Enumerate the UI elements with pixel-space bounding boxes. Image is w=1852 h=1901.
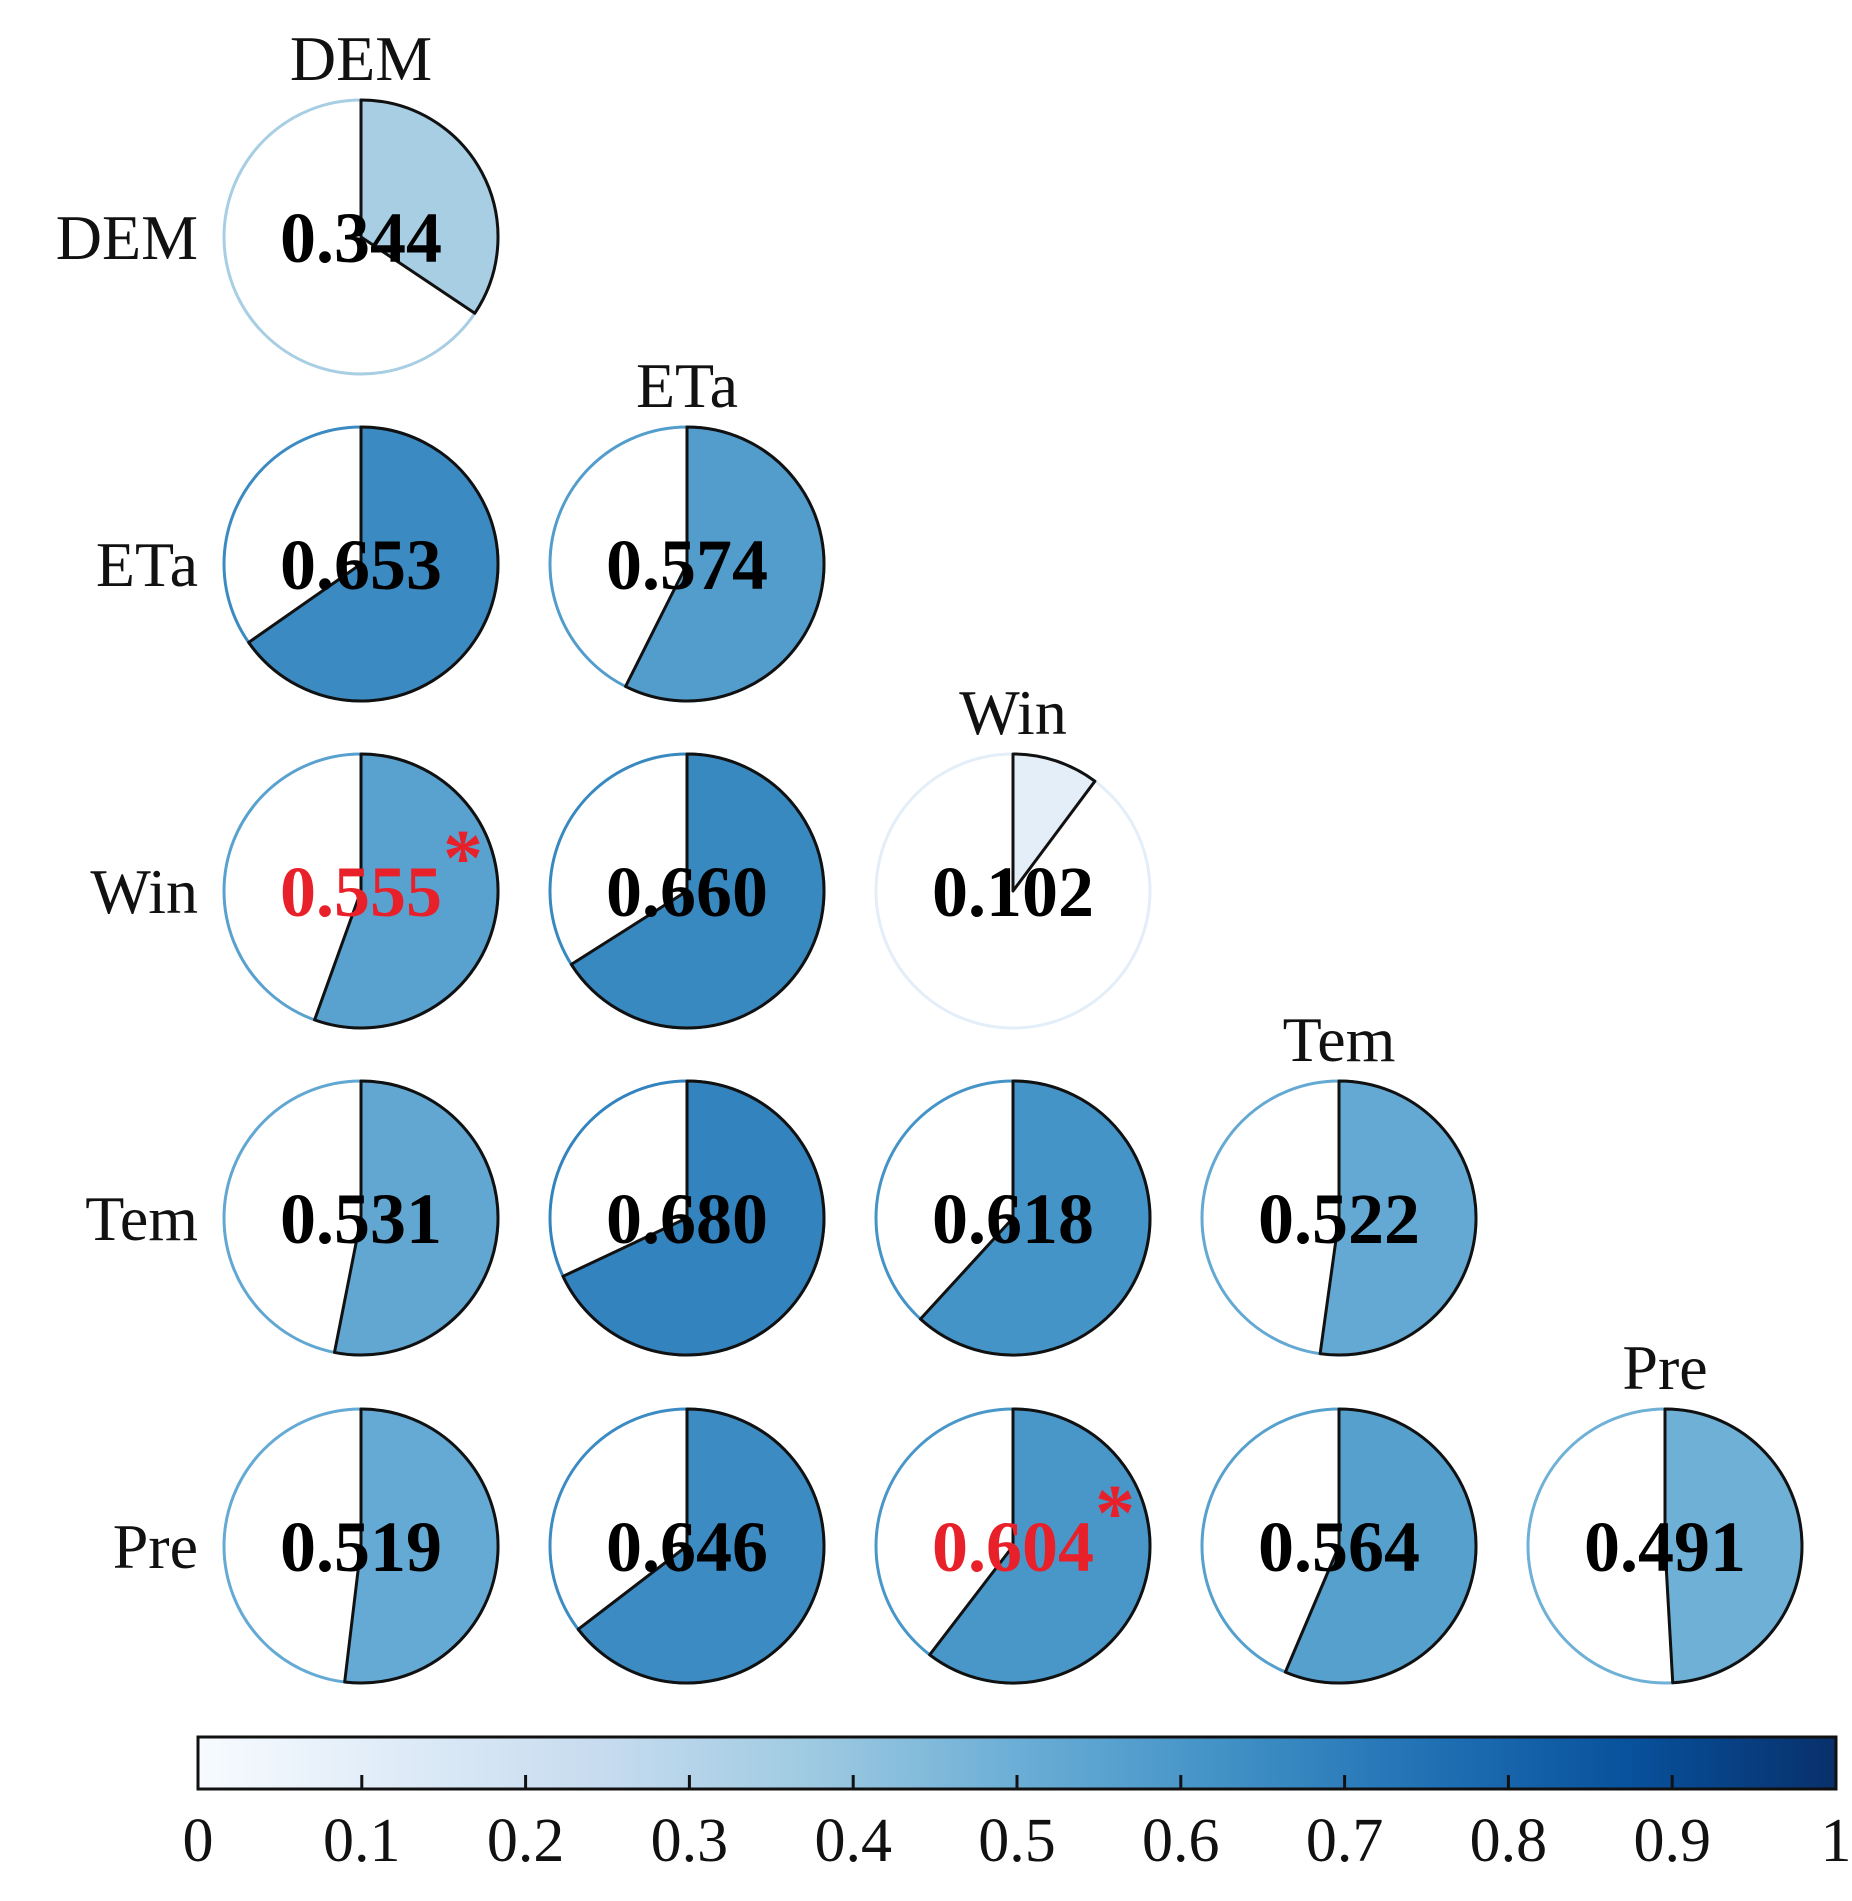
pie-tem-eta: 0.680	[548, 1079, 826, 1357]
colorbar-tick-label: 0	[183, 1807, 214, 1875]
pie-value-label: 0.555	[280, 852, 442, 932]
pie-win-dem: 0.555 *	[222, 752, 500, 1030]
pie-pre-pre: 0.491	[1526, 1407, 1804, 1685]
pie-wedge	[1318, 1079, 1478, 1357]
colorbar-tick-label: 0.9	[1633, 1807, 1711, 1875]
pie-wedge	[928, 1407, 1152, 1685]
pie-pre-tem: 0.564	[1200, 1407, 1478, 1685]
pie-tem-tem: 0.522	[1200, 1079, 1478, 1357]
pie-win-win: 0.102	[874, 752, 1152, 1030]
pie-value-label: 0.574	[606, 525, 768, 605]
pie-value-label: 0.618	[932, 1179, 1094, 1259]
pie-pre-dem: 0.519	[222, 1407, 500, 1685]
pie-wedge	[359, 98, 500, 315]
row-label-pre: Pre	[113, 1511, 198, 1582]
pie-wedge	[247, 425, 500, 703]
column-label-tem: Tem	[1283, 1004, 1396, 1075]
pie-wedge	[1663, 1407, 1804, 1685]
colorbar-tick-label: 0.7	[1306, 1807, 1384, 1875]
pie-wedge	[1011, 752, 1097, 893]
pie-value-label: 0.491	[1584, 1507, 1746, 1587]
pie-tem-dem: 0.531	[222, 1079, 500, 1357]
column-label-dem: DEM	[290, 23, 432, 94]
pie-value-label: 0.519	[280, 1507, 442, 1587]
column-label-pre: Pre	[1622, 1332, 1707, 1403]
pie-value-label: 0.646	[606, 1507, 768, 1587]
variable-labels: DEM DEM ETa ETa Win Win Tem Tem Pre Pre	[56, 23, 1708, 1582]
pie-wedge	[332, 1079, 500, 1357]
pie-value-label: 0.604	[932, 1507, 1094, 1587]
pie-wedge	[343, 1407, 500, 1685]
significance-star: *	[443, 815, 483, 903]
pie-wedge	[576, 1407, 826, 1685]
colorbar-tick-label: 0.4	[814, 1807, 892, 1875]
pie-wedge	[569, 752, 826, 1030]
row-label-dem: DEM	[56, 202, 198, 273]
colorbar-tick-label: 0.1	[323, 1807, 401, 1875]
colorbar-tick-label: 0.3	[651, 1807, 729, 1875]
colorbar-tick-label: 0.5	[978, 1807, 1056, 1875]
row-label-tem: Tem	[85, 1183, 198, 1254]
pie-pre-win: 0.604 *	[874, 1407, 1152, 1685]
pie-win-eta: 0.660	[548, 752, 826, 1030]
column-label-eta: ETa	[636, 350, 738, 421]
pie-value-label: 0.653	[280, 525, 442, 605]
significance-star: *	[1095, 1470, 1135, 1558]
colorbar-tick-label: 0.8	[1470, 1807, 1548, 1875]
pie-pre-eta: 0.646	[548, 1407, 826, 1685]
pie-wedge	[561, 1079, 826, 1357]
colorbar-tick-label: 1	[1821, 1807, 1852, 1875]
pie-eta-eta: 0.574	[548, 425, 826, 703]
pie-wedge	[918, 1079, 1152, 1357]
colorbar-tick-label: 0.2	[487, 1807, 565, 1875]
pie-value-label: 0.102	[932, 852, 1094, 932]
pie-eta-dem: 0.653	[222, 425, 500, 703]
pie-value-label: 0.660	[606, 852, 768, 932]
column-label-win: Win	[959, 677, 1067, 748]
pie-tem-win: 0.618	[874, 1079, 1152, 1357]
pie-value-label: 0.680	[606, 1179, 768, 1259]
row-label-win: Win	[90, 856, 198, 927]
colorbar: 0 0.1 0.2 0.3 0.4 0.5 0.6 0.7 0.8 0.9 1	[183, 1735, 1852, 1875]
pie-value-label: 0.344	[280, 198, 442, 278]
pie-value-label: 0.522	[1258, 1179, 1420, 1259]
colorbar-tick-label: 0.6	[1142, 1807, 1220, 1875]
row-label-eta: ETa	[96, 529, 198, 600]
pie-wedge	[624, 425, 826, 703]
pie-value-label: 0.564	[1258, 1507, 1420, 1587]
pie-value-label: 0.531	[280, 1179, 442, 1259]
pie-dem-dem: 0.344	[222, 98, 500, 376]
pie-wedge	[1283, 1407, 1478, 1685]
pie-wedge	[313, 752, 500, 1030]
